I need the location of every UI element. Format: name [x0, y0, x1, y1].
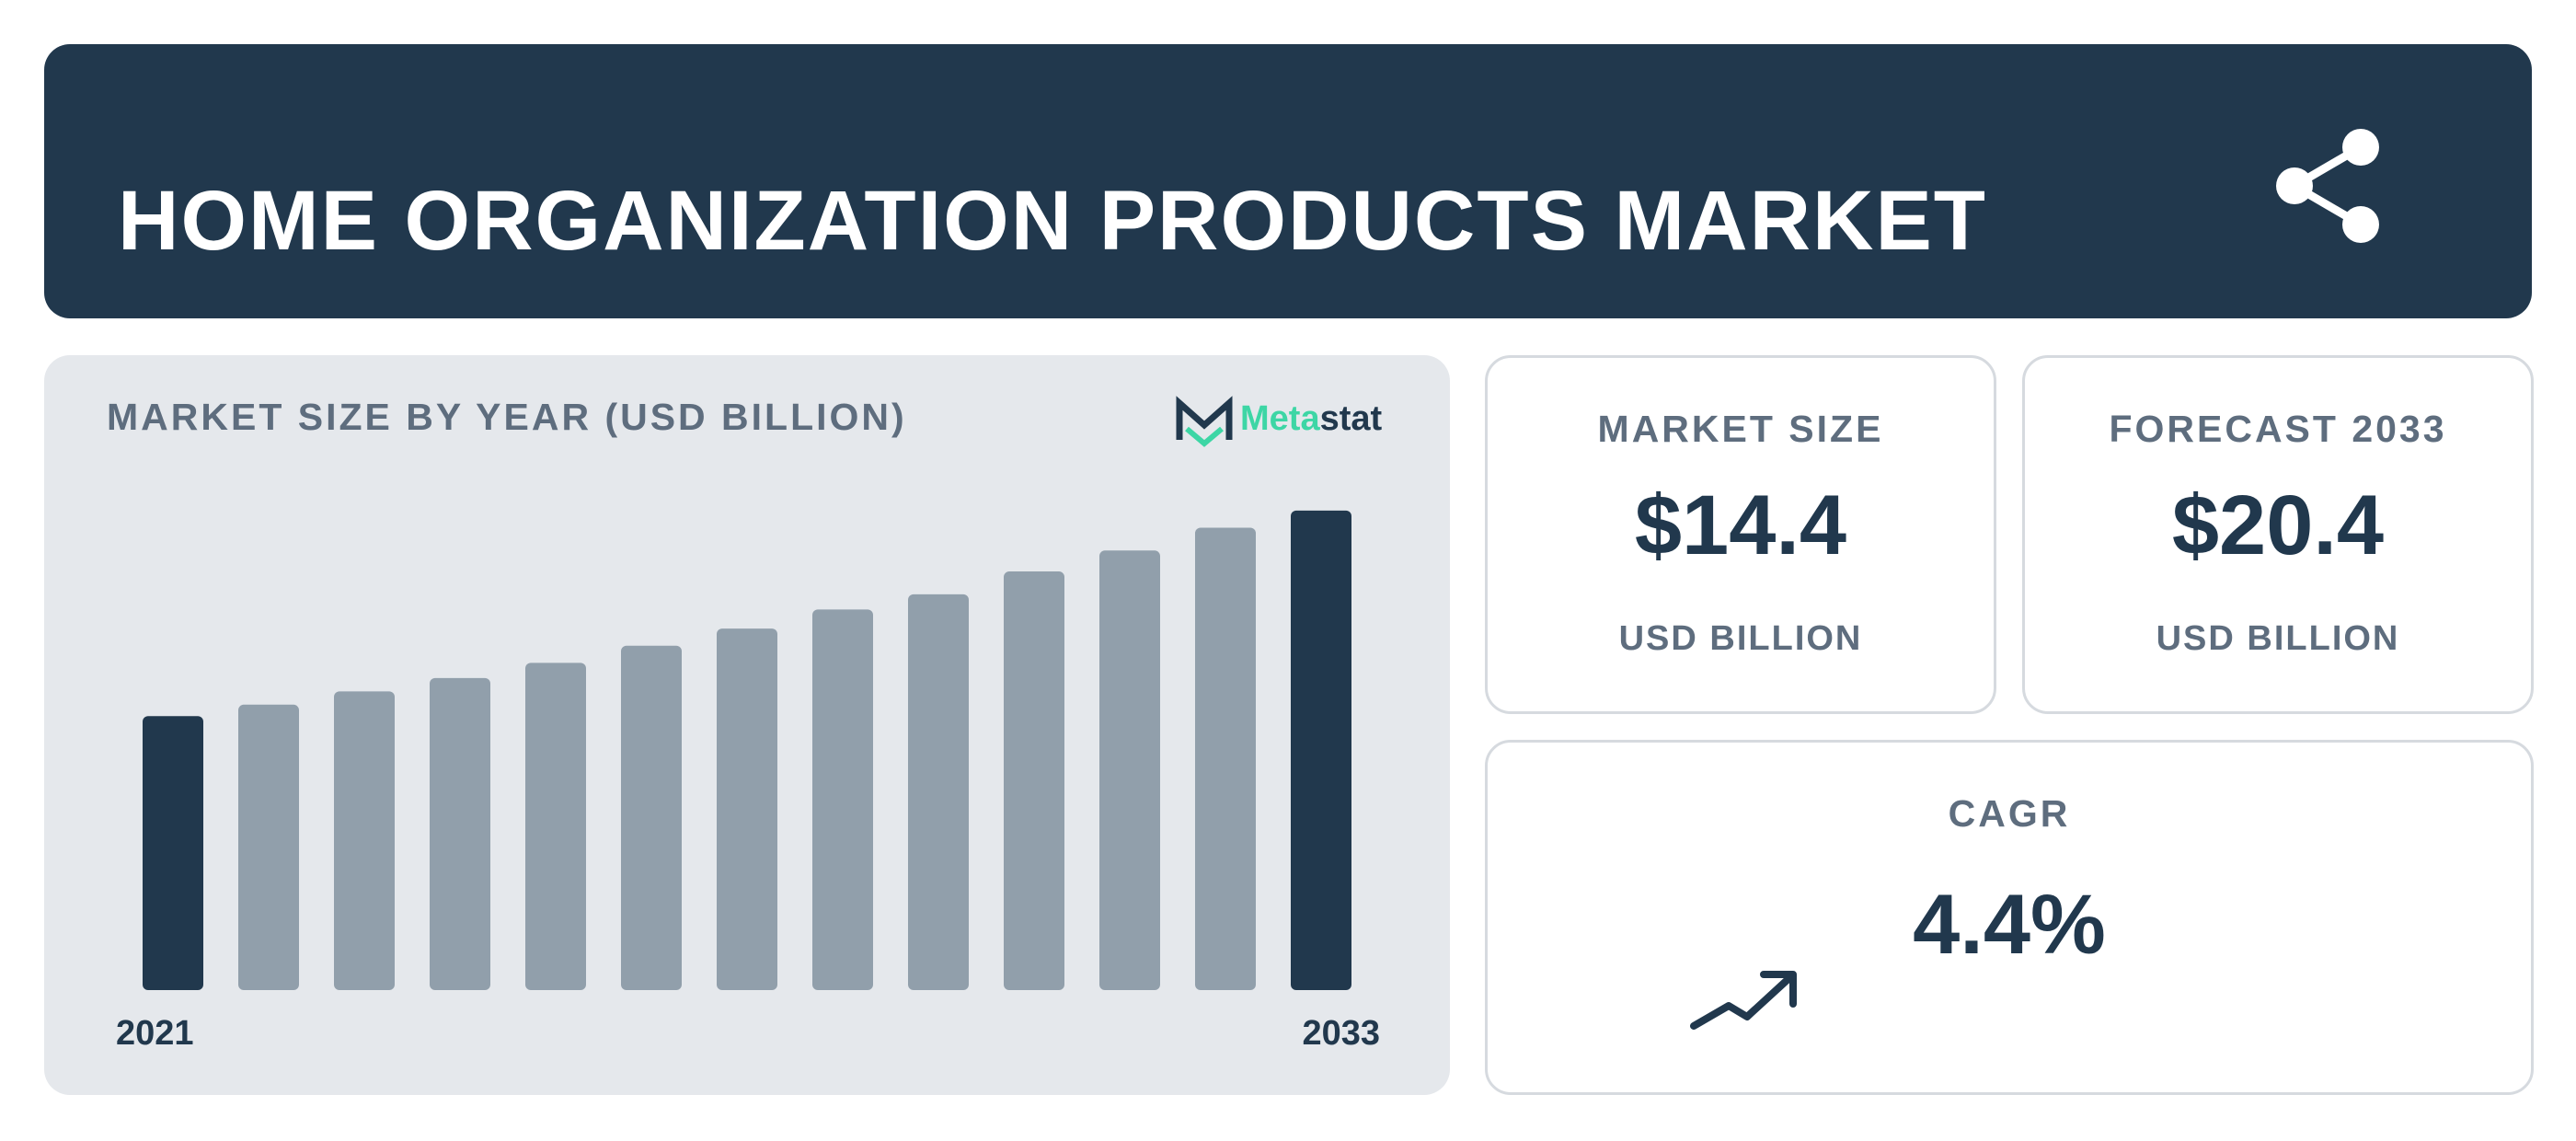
bar-2032 — [1195, 527, 1256, 990]
x-axis-last-label: 2033 — [1302, 1014, 1380, 1053]
bar-2027 — [717, 628, 777, 990]
market-size-card: MARKET SIZE $14.4 USD BILLION — [1485, 355, 1996, 714]
cagr-value: 4.4% — [1913, 878, 2106, 972]
logo-text: Metastat — [1240, 399, 1382, 439]
cagr-card: CAGR 4.4% — [1485, 740, 2534, 1095]
page-title: HOME ORGANIZATION PRODUCTS MARKET — [118, 174, 1988, 268]
market-size-chart-card: MARKET SIZE BY YEAR (USD BILLION) Metast… — [44, 355, 1450, 1095]
bar-chart — [143, 510, 1351, 990]
market-size-value: $14.4 — [1634, 478, 1847, 572]
market-size-unit: USD BILLION — [1618, 619, 1863, 658]
bar-2025 — [525, 663, 586, 990]
trend-up-icon — [1690, 971, 1797, 1030]
bar-2024 — [430, 677, 490, 990]
share-icon[interactable] — [2269, 121, 2398, 250]
bar-2021 — [143, 716, 203, 990]
market-size-label: MARKET SIZE — [1597, 408, 1884, 450]
bar-2026 — [621, 645, 682, 990]
x-axis-first-label: 2021 — [116, 1014, 194, 1053]
bar-2029 — [908, 594, 969, 990]
chart-title: MARKET SIZE BY YEAR (USD BILLION) — [107, 396, 907, 438]
bar-2022 — [238, 704, 299, 990]
forecast-label: FORECAST 2033 — [2109, 408, 2447, 450]
cagr-label: CAGR — [1948, 792, 2071, 835]
bar-2023 — [334, 691, 395, 990]
forecast-unit: USD BILLION — [2156, 619, 2400, 658]
metastat-logo-mark-icon — [1176, 396, 1233, 447]
bar-2028 — [812, 609, 873, 990]
bar-2031 — [1099, 550, 1160, 990]
bar-2033 — [1291, 510, 1351, 990]
header-banner: HOME ORGANIZATION PRODUCTS MARKET — [44, 44, 2532, 318]
logo-text-meta: Meta — [1240, 399, 1320, 438]
bar-2030 — [1004, 571, 1064, 990]
logo-text-stat: stat — [1319, 399, 1383, 438]
forecast-card: FORECAST 2033 $20.4 USD BILLION — [2022, 355, 2534, 714]
forecast-value: $20.4 — [2171, 478, 2385, 572]
